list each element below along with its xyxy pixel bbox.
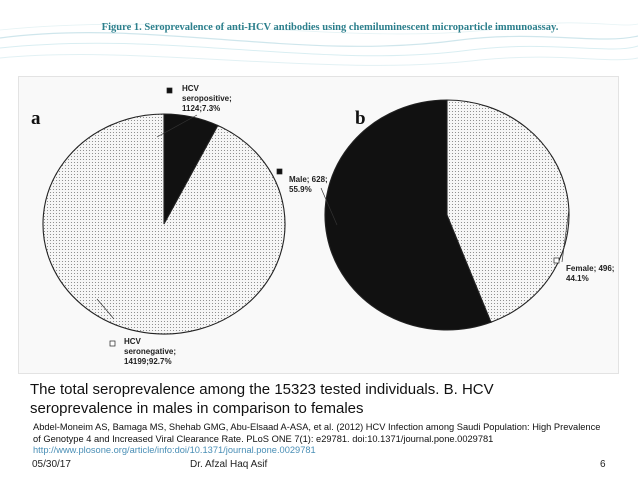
pie-chart-b: [324, 99, 570, 331]
figure-title: Figure 1. Seroprevalence of anti-HCV ant…: [101, 22, 559, 33]
slide-caption: The total seroprevalence among the 15323…: [30, 381, 494, 417]
pie-b-legend-swatch-1: [553, 257, 560, 264]
pie-b-slice-label-0: Male; 628; 55.9%: [289, 175, 328, 194]
pie-a-leader-line-1: [96, 298, 115, 320]
footer-author: Dr. Afzal Haq Asif: [190, 459, 268, 470]
pie-a-slice-label-0: HCV seropositive; 1124;7.3%: [182, 84, 232, 113]
pie-a-legend-swatch-0: [166, 87, 173, 94]
pie-b-slice-1: [446, 99, 570, 323]
pie-a-leader-line-0: [156, 114, 198, 138]
pie-b-leader-line-0: [320, 187, 338, 226]
pie-chart-a: [42, 113, 286, 335]
page-number: 6: [600, 459, 606, 470]
slice-labels: HCV seropositive; 1124;7.3% HCV seronegative…: [96, 84, 614, 366]
citation-block: Abdel-Moneim AS, Bamaga MS, Shehab GMG, …: [33, 422, 603, 457]
panel-label-b: b: [355, 108, 366, 129]
figure-panel: a b HCV seropositive; 1124;7.3% HCV seronega…: [18, 76, 619, 374]
pie-a-slice-label-1: HCV seronegative; 14199;92.7%: [124, 337, 176, 366]
pie-charts: a b HCV seropositive; 1124;7.3% HCV seronega…: [31, 84, 614, 366]
pie-b-legend-swatch-0: [276, 168, 283, 175]
pie-a-slice-1: [42, 113, 286, 335]
citation-link[interactable]: http://www.plosone.org/article/info:doi/…: [33, 445, 316, 455]
pie-b-slice-0: [324, 99, 492, 331]
pie-a-legend-swatch-1: [109, 340, 116, 347]
panel-label-a: a: [31, 108, 41, 129]
pie-b-slice-label-1: Female; 496; 44.1%: [566, 264, 614, 283]
pie-b-leader-line-1: [561, 208, 570, 263]
citation-text: Abdel-Moneim AS, Bamaga MS, Shehab GMG, …: [33, 422, 601, 444]
footer-date: 05/30/17: [32, 459, 71, 470]
